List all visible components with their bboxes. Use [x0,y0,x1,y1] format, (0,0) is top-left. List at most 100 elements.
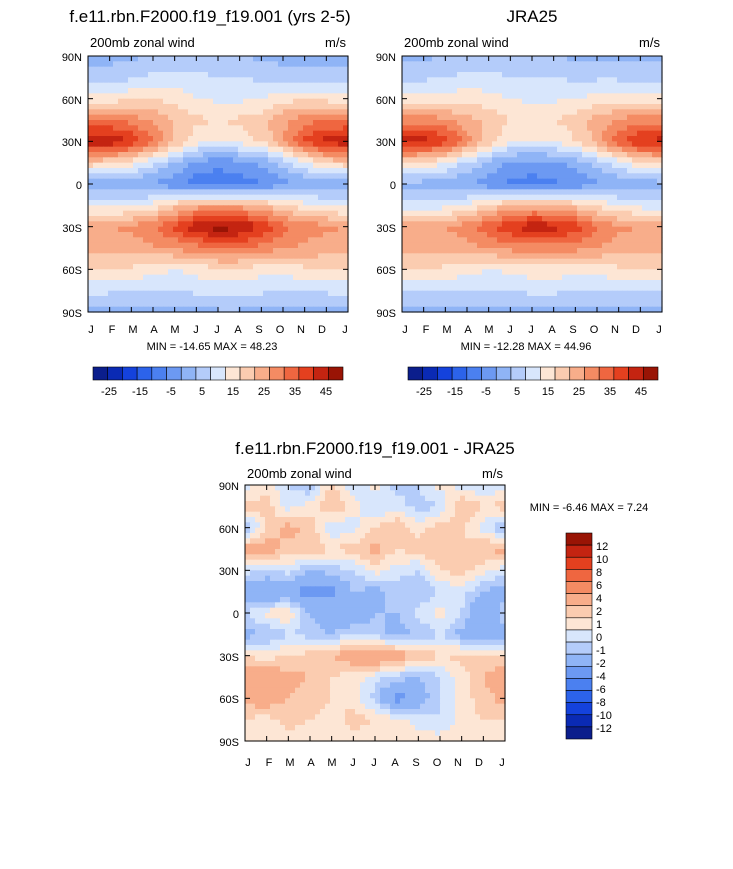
field-cell [602,269,608,276]
field-cell [567,72,573,78]
field-cell [328,205,334,212]
field-cell [597,109,603,116]
field-cell [462,157,468,164]
field-cell [517,168,523,174]
field-cell [143,88,149,94]
field-cell [293,285,299,292]
field-cell [198,280,204,286]
field-cell [632,296,638,302]
field-cell [288,221,294,228]
field-cell [258,56,264,62]
field-cell [577,114,583,121]
field-cell [657,248,663,254]
field-cell [308,280,314,286]
field-cell [153,301,159,308]
field-cell [243,194,249,201]
field-cell [627,72,633,78]
field-cell [567,66,573,73]
field-cell [612,184,618,190]
field-cell [492,253,498,260]
field-cell [567,248,573,254]
field-cell [333,264,339,270]
field-cell [592,210,598,217]
field-cell [118,120,124,126]
field-cell [607,184,613,190]
field-cell [607,56,613,62]
field-cell [657,66,663,73]
field-cell [572,72,578,78]
field-cell [597,296,603,302]
field-cell [138,290,144,297]
field-cell [592,178,598,185]
field-cell [228,178,234,185]
field-cell [442,104,448,110]
field-cell [328,242,334,249]
field-cell [572,125,578,132]
field-cell [527,232,533,238]
field-cell [427,98,433,105]
field-cell [587,285,593,292]
field-cell [128,130,134,137]
field-cell [188,306,194,313]
x-tick-label: M [128,324,137,336]
field-cell [587,82,593,89]
field-cell [457,184,463,190]
field-cell [303,120,309,126]
field-cell [592,56,598,62]
field-cell [467,120,473,126]
field-cell [183,226,189,233]
field-cell [427,221,433,228]
field-cell [153,130,159,137]
x-tick-label: F [109,324,116,336]
field-cell [283,157,289,164]
field-cell [622,66,628,73]
field-cell [318,56,324,62]
field-cell [328,258,334,265]
field-cell [118,168,124,174]
field-cell [178,104,184,110]
field-cell [402,66,408,73]
field-cell [113,104,119,110]
field-cell [108,226,114,233]
colorbar-swatch [298,366,314,381]
field-cell [223,72,229,78]
field-cell [168,184,174,190]
field-cell [632,88,638,94]
field-cell [193,109,199,116]
field-cell [123,248,129,254]
field-cell [148,56,154,62]
field-cell [138,77,144,84]
field-cell [128,221,134,228]
field-cell [103,210,109,217]
field-cell [118,66,124,73]
field-cell [452,258,458,265]
field-cell [258,226,264,233]
field-cell [497,253,503,260]
field-cell [427,280,433,286]
field-cell [283,178,289,185]
field-cell [153,72,159,78]
field-cell [343,130,349,137]
field-cell [223,226,229,233]
field-cell [442,189,448,196]
field-cell [462,93,468,100]
field-cell [123,232,129,238]
field-cell [313,104,319,110]
field-cell [208,72,214,78]
field-cell [577,216,583,222]
field-cell [597,162,603,169]
field-cell [402,72,408,78]
field-cell [597,221,603,228]
field-cell [422,253,428,260]
field-cell [168,61,174,68]
field-cell [522,280,528,286]
field-cell [243,280,249,286]
field-cell [198,157,204,164]
field-cell [338,221,344,228]
field-cell [512,200,518,206]
field-cell [607,168,613,174]
field-cell [507,114,513,121]
field-cell [283,168,289,174]
field-cell [477,125,483,132]
field-cell [178,162,184,169]
